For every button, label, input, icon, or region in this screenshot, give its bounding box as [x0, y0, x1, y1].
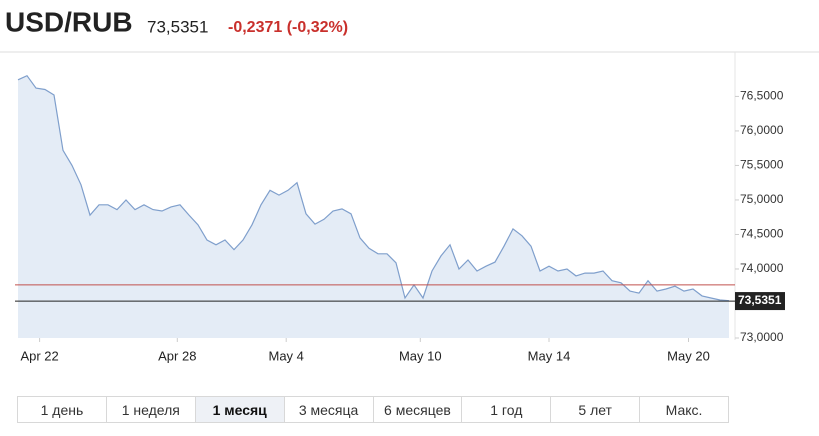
x-tick-label: May 14 [528, 348, 571, 363]
range-button[interactable]: Макс. [665, 401, 703, 418]
price-line [17, 74, 730, 302]
y-tick-label: 76,0000 [740, 123, 784, 137]
range-button[interactable]: 1 год [462, 397, 552, 422]
price-change: -0,2371 (-0,32%) [228, 19, 348, 36]
range-selector: 1 день 1 неделя 1 месяц 3 месяца 6 месяцев 1 … [17, 396, 729, 423]
range-button[interactable]: 1 неделя [107, 397, 196, 422]
y-tick-label: 75,5000 [740, 158, 784, 172]
y-tick-label: 76,5000 [740, 89, 784, 103]
y-tick-label: 74,5000 [740, 227, 784, 241]
range-button[interactable]: 3 месяца [285, 397, 374, 422]
x-tick-label: May 20 [667, 348, 710, 363]
last-price: 73,5351 [147, 17, 208, 36]
last-tag-label: 73,5351 [738, 293, 782, 307]
range-button[interactable]: 1 день [18, 397, 107, 422]
x-tick-label: Apr 22 [20, 348, 58, 363]
y-tick-label: 73,0000 [740, 330, 784, 344]
last-tag [735, 292, 785, 311]
x-tick-label: May 10 [399, 348, 442, 363]
x-tick-label: Apr 28 [158, 348, 196, 363]
y-tick-label: 74,0000 [740, 261, 784, 275]
x-tick-label: May 4 [268, 348, 303, 363]
range-button[interactable]: 1 месяц [195, 397, 285, 422]
y-tick-label: 75,0000 [740, 192, 784, 206]
chart-title: USD/RUB [5, 6, 133, 37]
range-button[interactable]: 6 месяцев [374, 397, 463, 422]
area-fill [18, 75, 729, 338]
range-button[interactable]: 5 лет [551, 397, 641, 422]
